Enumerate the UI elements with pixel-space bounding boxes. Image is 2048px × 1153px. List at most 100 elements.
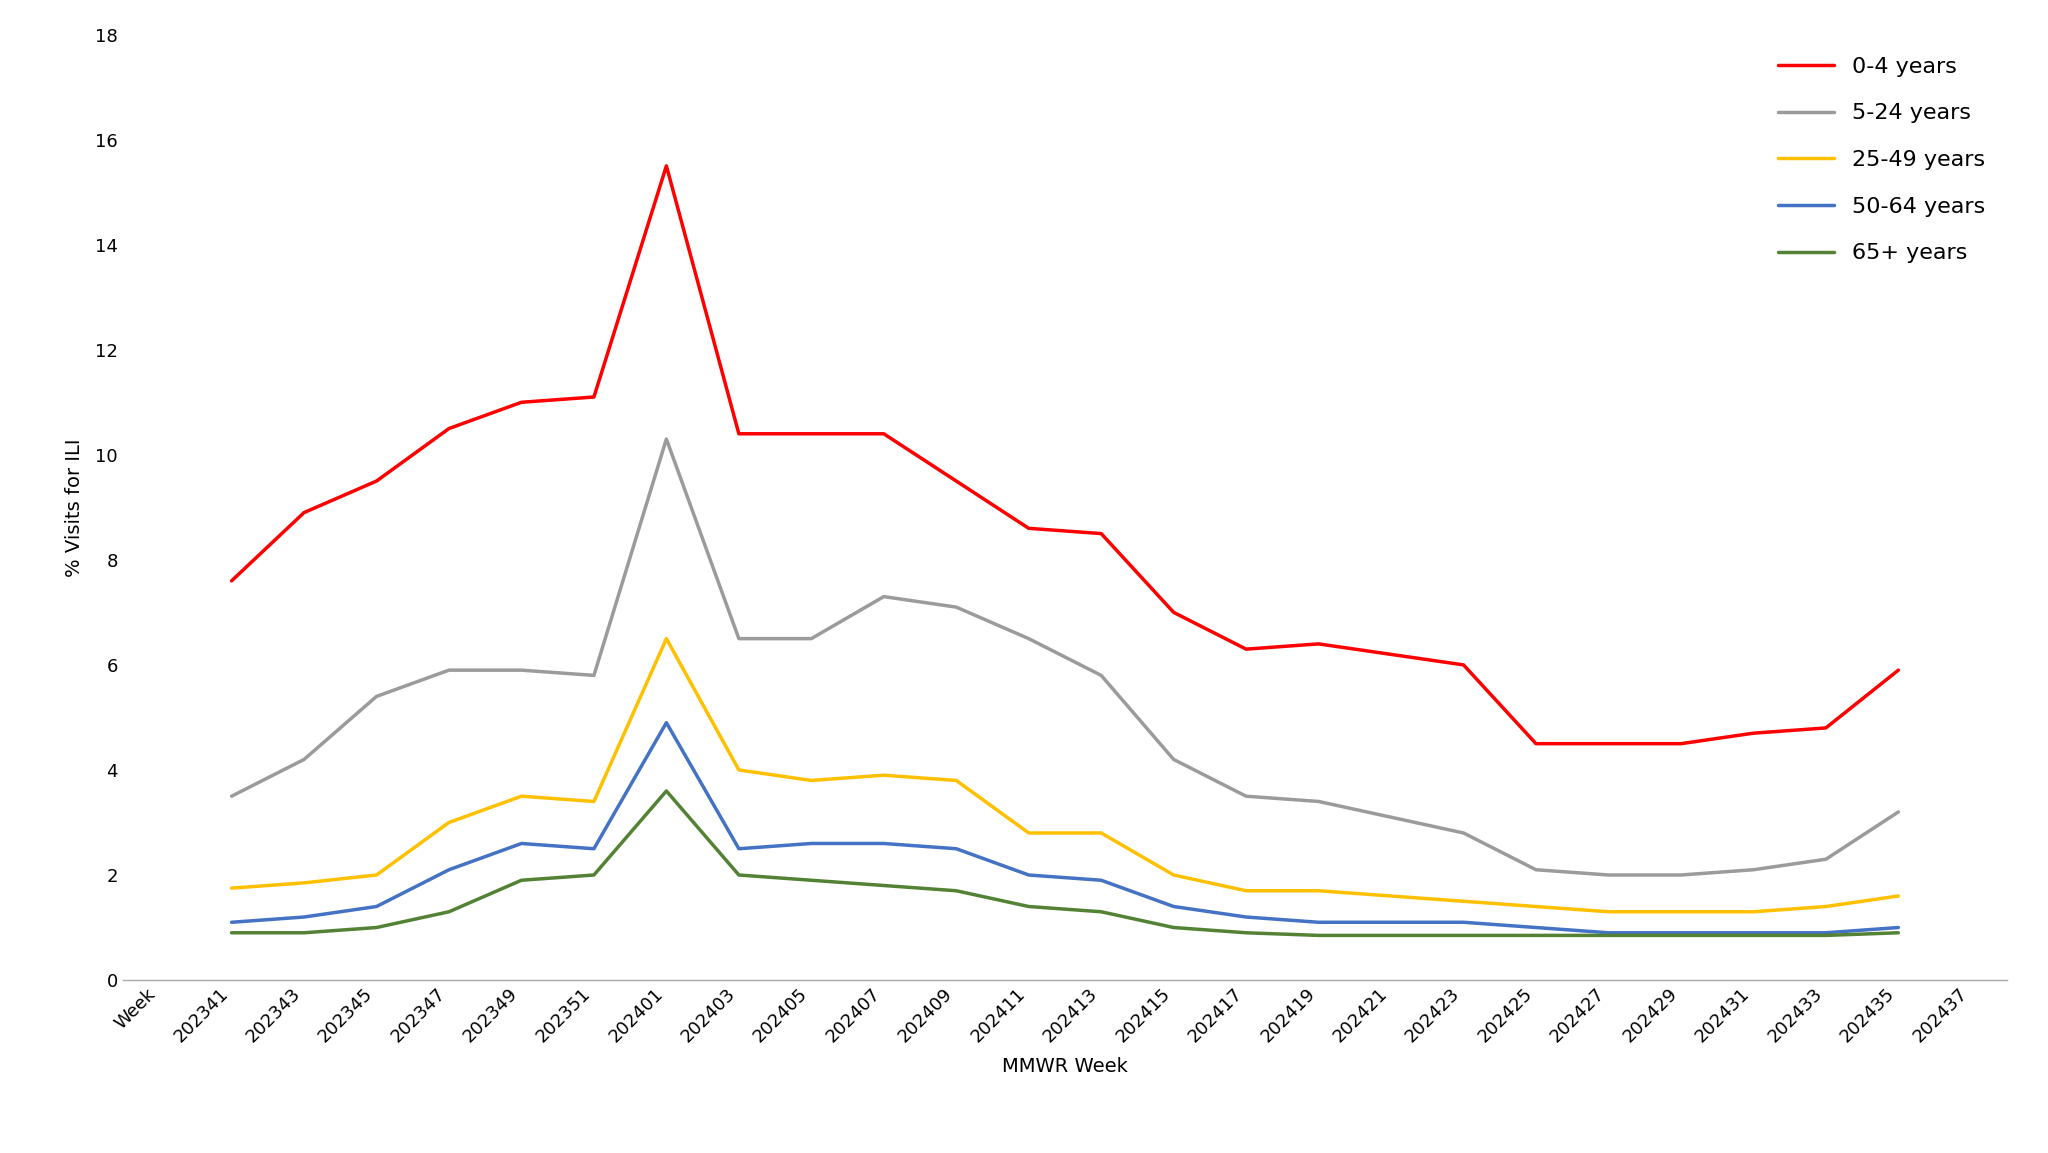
50-64 years xyxy=(1669,926,1694,940)
0-4 years xyxy=(1524,737,1548,751)
25-49 years xyxy=(365,868,389,882)
25-49 years xyxy=(291,876,315,890)
65+ years xyxy=(872,879,897,892)
0-4 years xyxy=(291,506,315,520)
0-4 years xyxy=(799,427,823,440)
0-4 years xyxy=(1595,737,1620,751)
65+ years xyxy=(1233,926,1257,940)
5-24 years xyxy=(1524,862,1548,876)
65+ years xyxy=(291,926,315,940)
65+ years xyxy=(365,920,389,934)
Y-axis label: % Visits for ILI: % Visits for ILI xyxy=(66,438,84,576)
65+ years xyxy=(1741,928,1765,942)
5-24 years xyxy=(1016,632,1040,646)
0-4 years xyxy=(1886,663,1911,677)
25-49 years xyxy=(1233,884,1257,898)
65+ years xyxy=(1161,920,1186,934)
50-64 years xyxy=(510,837,535,851)
25-49 years xyxy=(582,794,606,808)
65+ years xyxy=(1815,928,1839,942)
25-49 years xyxy=(1452,895,1477,909)
0-4 years xyxy=(1161,605,1186,619)
Line: 65+ years: 65+ years xyxy=(231,791,1898,935)
65+ years xyxy=(1378,928,1403,942)
5-24 years xyxy=(1307,794,1331,808)
25-49 years xyxy=(653,632,678,646)
0-4 years xyxy=(1016,521,1040,535)
5-24 years xyxy=(436,663,461,677)
65+ years xyxy=(436,905,461,919)
65+ years xyxy=(1669,928,1694,942)
65+ years xyxy=(510,873,535,887)
50-64 years xyxy=(219,915,244,929)
25-49 years xyxy=(436,815,461,829)
25-49 years xyxy=(1741,905,1765,919)
25-49 years xyxy=(1815,899,1839,913)
5-24 years xyxy=(291,753,315,767)
65+ years xyxy=(219,926,244,940)
50-64 years xyxy=(1233,910,1257,924)
5-24 years xyxy=(1090,669,1114,683)
65+ years xyxy=(1886,926,1911,940)
5-24 years xyxy=(365,689,389,703)
0-4 years xyxy=(1452,658,1477,672)
25-49 years xyxy=(1161,868,1186,882)
5-24 years xyxy=(1233,790,1257,804)
25-49 years xyxy=(727,763,752,777)
65+ years xyxy=(582,868,606,882)
50-64 years xyxy=(436,862,461,876)
0-4 years xyxy=(365,474,389,488)
50-64 years xyxy=(872,837,897,851)
65+ years xyxy=(944,884,969,898)
Line: 5-24 years: 5-24 years xyxy=(231,439,1898,875)
25-49 years xyxy=(219,881,244,895)
50-64 years xyxy=(365,899,389,913)
25-49 years xyxy=(1669,905,1694,919)
25-49 years xyxy=(510,790,535,804)
50-64 years xyxy=(1161,899,1186,913)
0-4 years xyxy=(727,427,752,440)
25-49 years xyxy=(1378,889,1403,903)
65+ years xyxy=(1524,928,1548,942)
25-49 years xyxy=(1016,826,1040,839)
Line: 50-64 years: 50-64 years xyxy=(231,723,1898,933)
Line: 0-4 years: 0-4 years xyxy=(231,166,1898,744)
0-4 years xyxy=(219,574,244,588)
50-64 years xyxy=(291,910,315,924)
5-24 years xyxy=(1741,862,1765,876)
5-24 years xyxy=(1378,811,1403,824)
25-49 years xyxy=(1524,899,1548,913)
50-64 years xyxy=(727,842,752,856)
25-49 years xyxy=(799,774,823,787)
5-24 years xyxy=(727,632,752,646)
Legend: 0-4 years, 5-24 years, 25-49 years, 50-64 years, 65+ years: 0-4 years, 5-24 years, 25-49 years, 50-6… xyxy=(1767,46,1997,274)
25-49 years xyxy=(944,774,969,787)
65+ years xyxy=(799,873,823,887)
X-axis label: MMWR Week: MMWR Week xyxy=(1001,1057,1128,1077)
50-64 years xyxy=(1815,926,1839,940)
5-24 years xyxy=(1595,868,1620,882)
50-64 years xyxy=(1378,915,1403,929)
5-24 years xyxy=(1886,805,1911,819)
50-64 years xyxy=(1090,873,1114,887)
0-4 years xyxy=(510,395,535,409)
0-4 years xyxy=(582,390,606,404)
0-4 years xyxy=(944,474,969,488)
65+ years xyxy=(653,784,678,798)
50-64 years xyxy=(1886,920,1911,934)
0-4 years xyxy=(1815,721,1839,734)
65+ years xyxy=(1016,899,1040,913)
5-24 years xyxy=(944,601,969,615)
65+ years xyxy=(1595,928,1620,942)
5-24 years xyxy=(1815,852,1839,866)
0-4 years xyxy=(1307,636,1331,650)
Line: 25-49 years: 25-49 years xyxy=(231,639,1898,912)
5-24 years xyxy=(219,790,244,804)
0-4 years xyxy=(1233,642,1257,656)
25-49 years xyxy=(1595,905,1620,919)
5-24 years xyxy=(1161,753,1186,767)
5-24 years xyxy=(1669,868,1694,882)
50-64 years xyxy=(653,716,678,730)
50-64 years xyxy=(1016,868,1040,882)
5-24 years xyxy=(653,432,678,446)
